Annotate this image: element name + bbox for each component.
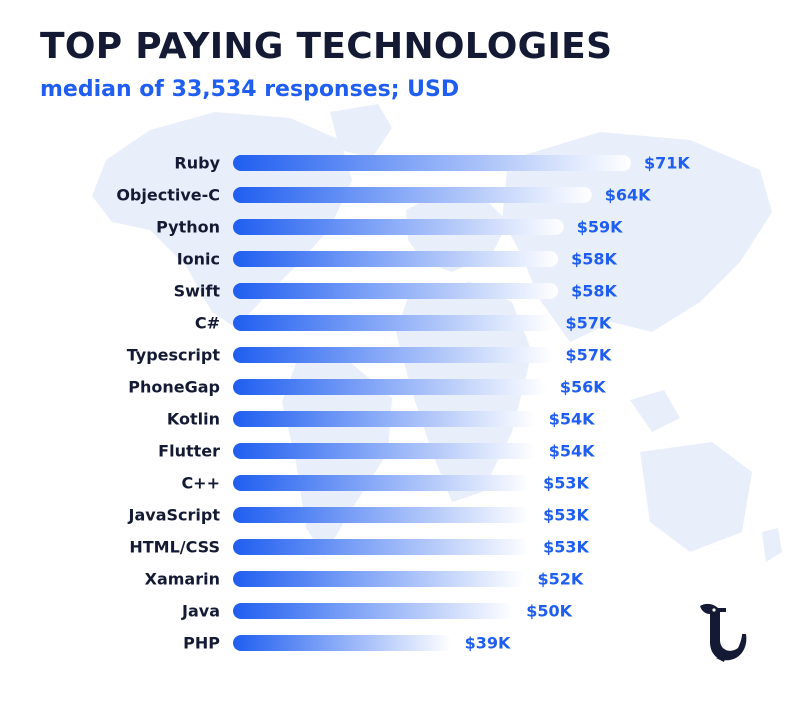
category-label: Ionic — [177, 250, 220, 269]
value-label: $58K — [571, 282, 617, 301]
bars-layer: Ruby $71K Objective-C $64K Python $59K Ionic $5… — [116, 154, 690, 653]
bar — [233, 187, 592, 203]
bar — [233, 347, 553, 363]
value-label: $53K — [543, 538, 589, 557]
category-label: Flutter — [158, 442, 220, 461]
value-label: $64K — [605, 186, 651, 205]
chart-subtitle: median of 33,534 responses; USD — [40, 77, 460, 102]
value-label: $52K — [537, 570, 583, 589]
bar — [233, 603, 514, 619]
bar — [233, 251, 559, 267]
value-label: $39K — [465, 634, 511, 653]
value-label: $50K — [526, 602, 572, 621]
category-label: Objective-C — [116, 186, 220, 205]
category-label: C++ — [181, 474, 220, 493]
value-label: $59K — [577, 218, 623, 237]
category-label: Python — [156, 218, 220, 237]
bar — [233, 155, 631, 171]
value-label: $58K — [571, 250, 617, 269]
bar — [233, 571, 525, 587]
bar — [233, 379, 547, 395]
value-label: $57K — [566, 346, 612, 365]
category-label: Java — [181, 602, 220, 621]
bar — [233, 507, 531, 523]
value-label: $53K — [543, 506, 589, 525]
bar — [233, 315, 553, 331]
chart-title: TOP PAYING TECHNOLOGIES — [40, 26, 613, 67]
category-label: Xamarin — [145, 570, 220, 589]
category-label: Typescript — [127, 346, 221, 365]
bar — [233, 283, 559, 299]
bird-logo-icon — [700, 603, 747, 662]
bar — [233, 443, 536, 459]
bar — [233, 475, 531, 491]
value-label: $57K — [566, 314, 612, 333]
bar — [233, 635, 452, 651]
category-label: Ruby — [174, 154, 220, 173]
category-label: PhoneGap — [128, 378, 220, 397]
category-label: Swift — [174, 282, 221, 301]
category-label: JavaScript — [128, 506, 221, 525]
bar — [233, 411, 536, 427]
value-label: $54K — [549, 442, 595, 461]
category-label: Kotlin — [167, 410, 220, 429]
category-label: PHP — [183, 634, 220, 653]
value-label: $71K — [644, 154, 690, 173]
value-label: $53K — [543, 474, 589, 493]
value-label: $54K — [549, 410, 595, 429]
value-label: $56K — [560, 378, 606, 397]
bar — [233, 219, 564, 235]
bar — [233, 539, 531, 555]
category-label: HTML/CSS — [129, 538, 220, 557]
category-label: C# — [195, 314, 220, 333]
